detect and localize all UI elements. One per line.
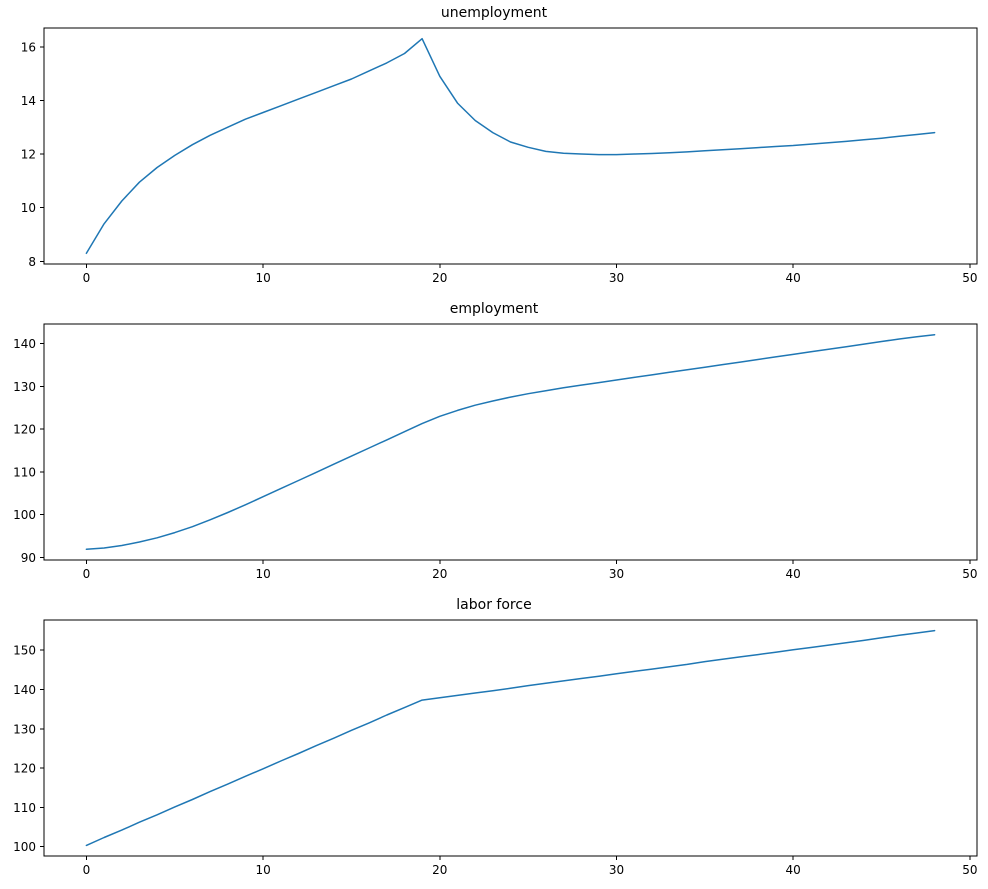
x-tick-label: 50 bbox=[962, 863, 977, 877]
x-tick-label: 40 bbox=[786, 567, 801, 581]
y-tick-label: 130 bbox=[13, 722, 36, 736]
x-tick-label: 30 bbox=[609, 567, 624, 581]
x-tick-label: 40 bbox=[786, 271, 801, 285]
y-tick-label: 90 bbox=[21, 551, 36, 565]
y-tick-label: 150 bbox=[13, 644, 36, 658]
y-tick-label: 100 bbox=[13, 840, 36, 854]
y-tick-label: 130 bbox=[13, 380, 36, 394]
x-tick-label: 50 bbox=[962, 271, 977, 285]
unemployment-plot-area: 0 10 20 30 40 50 8 10 12 14 16 bbox=[21, 27, 978, 285]
axes-frame bbox=[43, 323, 978, 561]
y-tick-label: 110 bbox=[13, 465, 36, 479]
x-tick-label: 20 bbox=[432, 271, 447, 285]
employment-plot-area: 0 10 20 30 40 50 90 100 110 120 130 140 bbox=[13, 323, 978, 581]
x-tick-label: 0 bbox=[83, 863, 91, 877]
data-line-series bbox=[85, 333, 936, 551]
x-tick-label: 50 bbox=[962, 567, 977, 581]
y-tick-label: 16 bbox=[21, 40, 36, 54]
unemployment-chart-title: unemployment bbox=[440, 5, 548, 21]
y-tick-label: 140 bbox=[13, 683, 36, 697]
x-tick-label: 20 bbox=[432, 567, 447, 581]
employment-chart-title: employment bbox=[449, 301, 539, 317]
x-tick-label: 0 bbox=[83, 567, 91, 581]
y-tick-label: 120 bbox=[13, 762, 36, 776]
axes-frame bbox=[43, 27, 978, 265]
y-tick-label: 12 bbox=[21, 148, 36, 162]
y-tick-label: 140 bbox=[13, 337, 36, 351]
y-tick-label: 110 bbox=[13, 801, 36, 815]
x-tick-label: 10 bbox=[255, 567, 270, 581]
x-tick-label: 20 bbox=[432, 863, 447, 877]
y-tick-label: 120 bbox=[13, 423, 36, 437]
x-tick-label: 10 bbox=[255, 863, 270, 877]
y-tick-label: 14 bbox=[21, 94, 36, 108]
y-tick-label: 100 bbox=[13, 508, 36, 522]
labor-force-chart: labor force 0 10 20 30 40 50 100 110 120 130 140 15… bbox=[0, 592, 988, 889]
unemployment-chart: unemployment 0 10 20 30 40 50 8 10 12 14 16 bbox=[0, 0, 988, 296]
x-tick-label: 10 bbox=[255, 271, 270, 285]
axes-frame bbox=[43, 619, 978, 857]
data-line-series bbox=[85, 37, 936, 255]
y-tick-label: 10 bbox=[21, 201, 36, 215]
x-tick-label: 30 bbox=[609, 863, 624, 877]
x-tick-label: 40 bbox=[786, 863, 801, 877]
y-tick-label: 8 bbox=[28, 255, 36, 269]
employment-chart: employment 0 10 20 30 40 50 90 100 110 120 130 140 bbox=[0, 296, 988, 592]
x-tick-label: 0 bbox=[83, 271, 91, 285]
labor-force-chart-title: labor force bbox=[456, 597, 532, 613]
data-line-series bbox=[85, 629, 936, 847]
x-tick-label: 30 bbox=[609, 271, 624, 285]
labor-force-plot-area: 0 10 20 30 40 50 100 110 120 130 140 150 bbox=[13, 619, 978, 877]
